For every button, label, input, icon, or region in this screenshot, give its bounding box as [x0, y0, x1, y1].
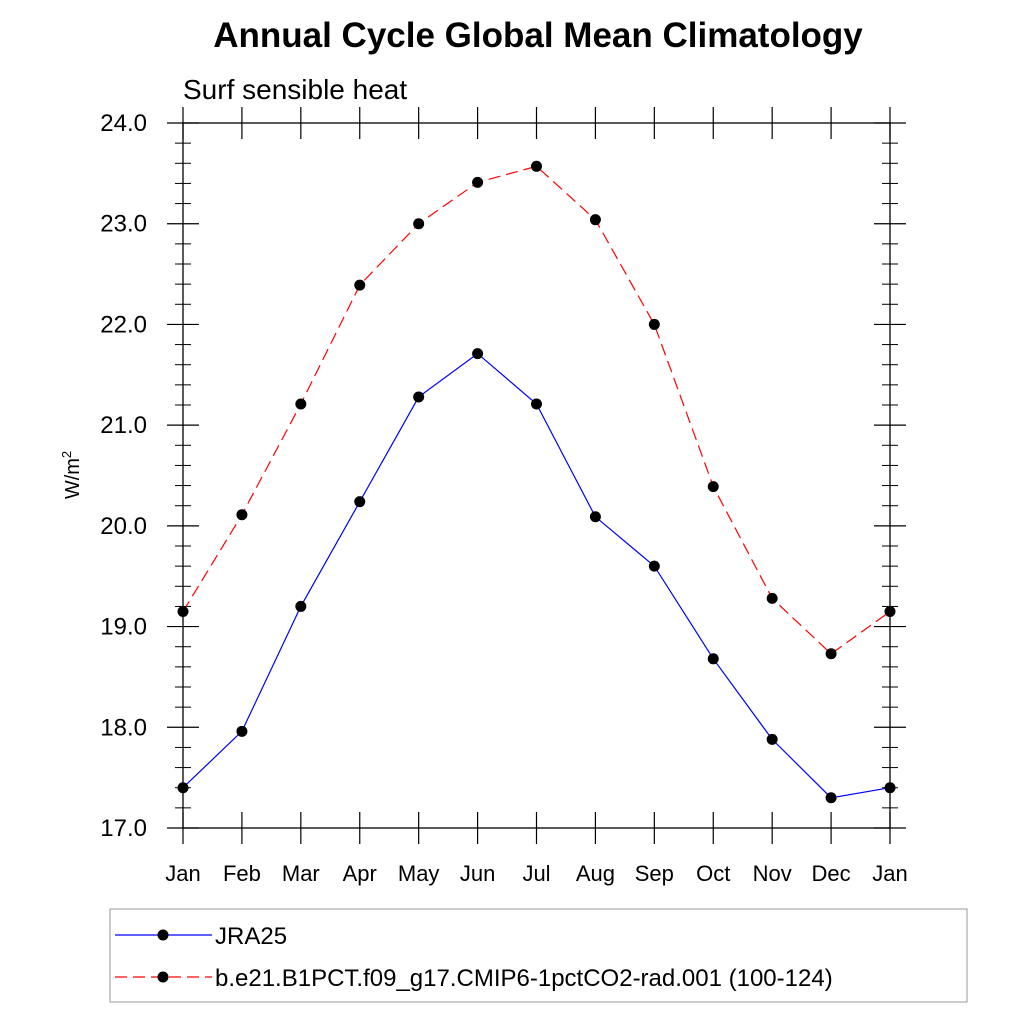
y-tick-label: 18.0	[100, 714, 147, 741]
x-tick-label: May	[398, 861, 440, 886]
x-tick-label: Jan	[872, 861, 907, 886]
series-line	[182, 352, 891, 799]
y-tick-label: 23.0	[100, 211, 147, 238]
x-tick-label: Jul	[522, 861, 550, 886]
x-tick-label: Feb	[223, 861, 261, 886]
chart-subtitle: Surf sensible heat	[183, 74, 407, 105]
y-tick-label: 21.0	[100, 412, 147, 439]
data-point	[648, 318, 660, 330]
legend-items: JRA25 b.e21.B1PCT.f09_g17.CMIP6-1pctCO2-r…	[115, 923, 833, 992]
plot-frame	[182, 122, 891, 829]
x-tick-label: Jun	[460, 861, 495, 886]
data-point	[825, 648, 837, 660]
y-tick-label: 20.0	[100, 513, 147, 540]
data-point	[295, 600, 307, 612]
data-point	[354, 279, 366, 291]
series-line	[182, 165, 891, 655]
data-point	[707, 481, 719, 493]
legend: JRA25 b.e21.B1PCT.f09_g17.CMIP6-1pctCO2-r…	[109, 908, 968, 1003]
legend-label: JRA25	[215, 923, 287, 950]
x-tick-label: Nov	[753, 861, 792, 886]
legend-marker	[157, 929, 169, 941]
data-point	[295, 398, 307, 410]
x-tick-label: Sep	[635, 861, 674, 886]
x-tick-labels: Jan Feb Mar Apr May Jun Jul Aug Sep Oct Nov Dec Jan	[165, 861, 907, 886]
data-point	[236, 725, 248, 737]
x-tick-label: Oct	[696, 861, 730, 886]
y-tick-label: 17.0	[100, 815, 147, 842]
legend-box	[109, 908, 968, 1003]
data-point	[472, 176, 484, 188]
x-tick-label: Apr	[343, 861, 377, 886]
data-point	[413, 218, 425, 230]
y-tick-labels: 17.0 18.0 19.0 20.0 21.0 22.0 23.0 24.0	[100, 110, 147, 842]
chart-title: Annual Cycle Global Mean Climatology	[213, 16, 863, 55]
data-point	[589, 511, 601, 523]
series-2	[177, 160, 896, 660]
data-point	[531, 398, 542, 410]
x-tick-label: Jan	[165, 861, 200, 886]
y-tick-label: 22.0	[100, 311, 147, 338]
legend-entry-2: b.e21.B1PCT.f09_g17.CMIP6-1pctCO2-rad.00…	[115, 965, 833, 992]
y-tick-label: 24.0	[100, 110, 147, 137]
data-point	[354, 496, 366, 508]
legend-label: b.e21.B1PCT.f09_g17.CMIP6-1pctCO2-rad.00…	[215, 965, 833, 992]
data-point	[531, 160, 542, 172]
x-tick-label: Dec	[812, 861, 851, 886]
legend-entry-1: JRA25	[115, 923, 287, 950]
axis-ticks	[167, 107, 906, 844]
data-point	[825, 792, 837, 804]
data-point	[589, 214, 601, 226]
legend-marker	[157, 971, 169, 983]
series-1	[177, 348, 896, 804]
data-point	[648, 560, 660, 572]
data-point	[236, 509, 248, 521]
x-tick-label: Aug	[576, 861, 615, 886]
x-tick-label: Mar	[282, 861, 320, 886]
data-point	[766, 733, 778, 745]
y-axis-label: W/m2	[59, 451, 84, 499]
series-layer	[177, 160, 896, 804]
data-point	[472, 348, 484, 360]
data-point	[766, 592, 778, 604]
y-axis-label-text: W/m	[62, 458, 84, 499]
data-point	[707, 653, 719, 665]
y-axis-label-superscript: 2	[59, 451, 74, 458]
y-tick-label: 19.0	[100, 614, 147, 641]
data-point	[413, 391, 425, 403]
